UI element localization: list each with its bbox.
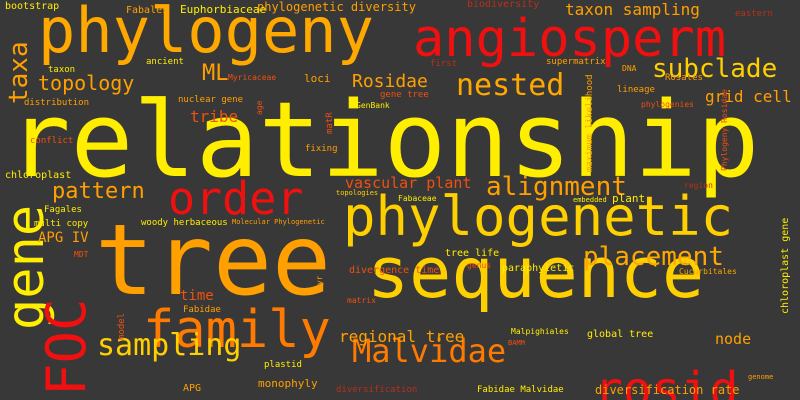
word-phylogeny: phylogeny bbox=[38, 0, 374, 67]
word-topology: topology bbox=[38, 71, 135, 95]
word-phylogenetic-diversity: phylogenetic diversity bbox=[257, 0, 416, 14]
word-divergence-time: divergence time bbox=[349, 265, 440, 276]
word-fabidae: Fabidae bbox=[183, 305, 221, 315]
word-taxa: taxa bbox=[4, 41, 34, 104]
word-tree-life: tree life bbox=[445, 248, 500, 259]
word-region: region bbox=[684, 181, 713, 190]
word-maximum-likelihood: maximum likelihood bbox=[585, 74, 595, 172]
word-plant: plant bbox=[612, 192, 646, 205]
word-chloroplast-gene: chloroplast gene bbox=[780, 217, 791, 314]
word-pattern: pattern bbox=[52, 179, 145, 204]
word-taxon: taxon bbox=[48, 65, 76, 75]
word-rosid: rosid bbox=[594, 362, 739, 400]
word-age: age bbox=[255, 100, 264, 115]
word-molecular-phylogenetic: Molecular Phylogenetic bbox=[232, 218, 325, 226]
word-phylogenies: phylogenies bbox=[641, 100, 694, 109]
word-malvidae: Malvidae bbox=[352, 332, 507, 370]
word-mdt: MDT bbox=[74, 250, 89, 259]
word-conflict: conflict bbox=[30, 136, 74, 146]
word-topologies: topologies bbox=[336, 189, 379, 197]
word-loci: loci bbox=[304, 72, 331, 85]
word-chloroplast: chloroplast bbox=[5, 170, 72, 181]
word-plastid: plastid bbox=[264, 360, 302, 370]
word-placement: placement bbox=[583, 242, 724, 272]
word-global-tree: global tree bbox=[587, 329, 654, 340]
word-fabaceae: Fabaceae bbox=[398, 194, 437, 203]
word-diversification-rate: diversification rate bbox=[595, 383, 740, 397]
word-alignment: alignment bbox=[486, 172, 627, 202]
word-ml: ML bbox=[202, 61, 229, 86]
word-apg: APG bbox=[183, 383, 202, 394]
word-matr: matR bbox=[325, 112, 335, 134]
word-malpighiales: Malpighiales bbox=[511, 327, 569, 336]
word-bamm: BAMM bbox=[508, 339, 525, 347]
word-embedded: embedded bbox=[573, 196, 607, 204]
word-relationship: relationship bbox=[8, 79, 760, 201]
word-tribe: tribe bbox=[190, 107, 239, 126]
word-diversification: diversification bbox=[336, 385, 418, 395]
word-fagales: Fagales bbox=[44, 205, 82, 215]
word-rosales: Rosales bbox=[665, 73, 703, 83]
word-tree: tree bbox=[95, 204, 332, 318]
word-grid-cell: grid cell bbox=[705, 87, 792, 106]
word-dna: DNA bbox=[622, 64, 637, 73]
word-woody-herbaceous: woody herbaceous bbox=[141, 218, 228, 228]
word-sampling: sampling bbox=[97, 328, 242, 363]
word-fabidae-malvidae: Fabidae Malvidae bbox=[477, 385, 564, 395]
word-phylogeny-rosidae: Phylogeny Rosidae bbox=[720, 89, 729, 171]
word-apg-iv: APG IV bbox=[38, 230, 89, 246]
word-paraphyletic: paraphyletic bbox=[502, 263, 575, 274]
word-fabales: Fabales bbox=[126, 5, 169, 16]
word-biodiversity: biodiversity bbox=[467, 0, 540, 10]
word-supermatrix: supermatrix bbox=[546, 57, 606, 67]
word-taxon-sampling: taxon sampling bbox=[565, 0, 700, 19]
word-gene-tree: gene tree bbox=[380, 90, 429, 100]
word-nuclear-gene: nuclear gene bbox=[178, 95, 244, 105]
word-fixing: fixing bbox=[305, 144, 338, 154]
word-family: family bbox=[143, 300, 331, 360]
word-cucurbitales: Cucurbitales bbox=[679, 267, 737, 276]
word-rosidae: Rosidae bbox=[352, 71, 428, 92]
word-eastern: eastern bbox=[735, 9, 773, 19]
word-model: model bbox=[117, 312, 127, 340]
word-genome: genome bbox=[748, 373, 774, 381]
word-lineage: lineage bbox=[617, 85, 655, 95]
word-time: time bbox=[180, 288, 214, 304]
word-subclade: subclade bbox=[652, 54, 778, 84]
word-euphorbiaceae: Euphorbiaceae bbox=[180, 3, 267, 16]
word-node: node bbox=[715, 330, 752, 348]
word-order: order bbox=[168, 172, 304, 225]
word-matrix: matrix bbox=[347, 296, 376, 305]
word-sequence: sequence bbox=[367, 232, 705, 314]
word-first: first bbox=[430, 59, 458, 69]
word-multi-copy: multi copy bbox=[34, 219, 89, 229]
word-genbank: GenBank bbox=[356, 101, 390, 110]
word-phylogenetic: phylogenetic bbox=[343, 185, 734, 248]
word-ancient: ancient bbox=[146, 57, 184, 67]
word-vascular-plant: vascular plant bbox=[345, 174, 472, 192]
word-distribution: distribution bbox=[24, 98, 90, 108]
word-foc: FOC bbox=[35, 298, 98, 396]
word-monophyly: monophyly bbox=[258, 377, 318, 390]
word-regional-tree: regional tree bbox=[339, 327, 465, 346]
word-nested: nested bbox=[456, 68, 565, 103]
word-bootstrap: bootstrap bbox=[5, 1, 60, 12]
word-genus: genus bbox=[467, 261, 492, 270]
word-angiosperm: angiosperm bbox=[413, 9, 727, 69]
word-myr: Myr bbox=[315, 275, 324, 290]
word-myricaceae: Myricaceae bbox=[228, 73, 277, 82]
